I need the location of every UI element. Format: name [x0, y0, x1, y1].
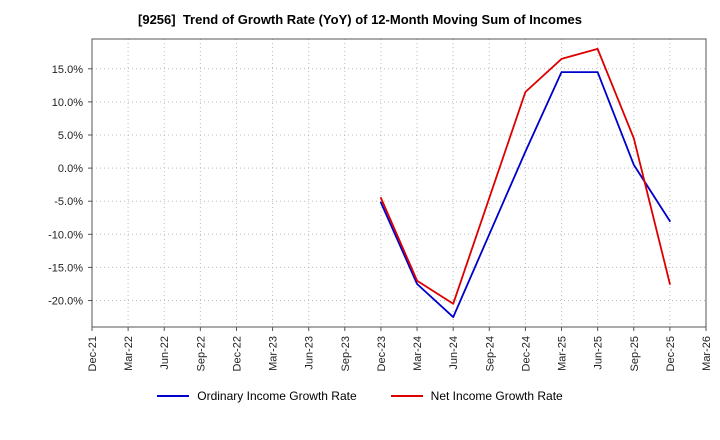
x-tick-label: Jun-24: [448, 336, 460, 370]
y-tick-label: 15.0%: [52, 64, 83, 76]
legend-item-net: Net Income Growth Rate: [390, 389, 563, 403]
x-tick-label: Sep-24: [484, 336, 496, 371]
series-line-net: [380, 48, 671, 305]
x-tick-label: Sep-22: [195, 336, 207, 371]
legend: Ordinary Income Growth Rate Net Income G…: [0, 389, 720, 403]
x-tick-label: Mar-26: [701, 336, 713, 371]
y-tick-label: -10.0%: [48, 229, 83, 241]
legend-line-ordinary-icon: [157, 395, 190, 397]
y-tick-label: 0.0%: [58, 163, 83, 175]
x-tick-label: Mar-25: [557, 336, 569, 371]
legend-label-ordinary: Ordinary Income Growth Rate: [197, 389, 357, 403]
y-tick-label: 10.0%: [52, 97, 83, 109]
x-tick-label: Dec-25: [665, 336, 677, 371]
legend-item-ordinary: Ordinary Income Growth Rate: [157, 389, 357, 403]
x-tick-label: Dec-23: [376, 336, 388, 371]
x-tick-label: Mar-24: [412, 336, 424, 371]
y-tick-label: 5.0%: [58, 130, 83, 142]
x-tick-label: Mar-22: [123, 336, 135, 371]
x-tick-label: Jun-22: [159, 336, 171, 370]
x-tick-label: Jun-23: [304, 336, 316, 370]
x-tick-label: Sep-23: [340, 336, 352, 371]
series-line-ordinary: [380, 71, 671, 318]
x-tick-label: Dec-22: [231, 336, 243, 371]
legend-label-net: Net Income Growth Rate: [430, 389, 563, 403]
y-tick-label: -15.0%: [48, 262, 83, 274]
x-tick-label: Dec-21: [87, 336, 99, 371]
chart-title: [9256] Trend of Growth Rate (YoY) of 12-…: [138, 12, 582, 27]
x-tick-label: Mar-23: [268, 336, 280, 371]
y-tick-label: -5.0%: [54, 196, 83, 208]
x-tick-label: Sep-25: [629, 336, 641, 371]
y-tick-label: -20.0%: [48, 296, 83, 308]
legend-line-net-icon: [390, 395, 423, 397]
x-tick-label: Dec-24: [520, 336, 532, 371]
plot-area: Dec-21 Mar-22 Jun-22 Sep-22 Dec-22 Mar-23 Jun-…: [48, 38, 713, 371]
x-tick-label: Jun-25: [593, 336, 605, 370]
axis-frame: [91, 38, 707, 328]
